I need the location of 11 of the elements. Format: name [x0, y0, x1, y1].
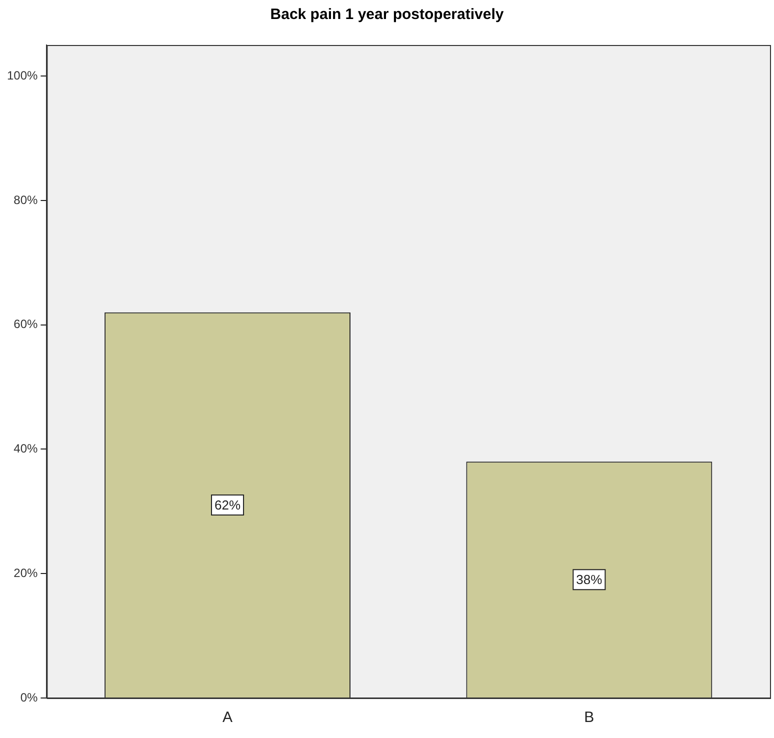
x-tick-label: B	[584, 709, 594, 726]
y-tick-label: 0%	[20, 690, 38, 704]
y-tick-label: 20%	[14, 566, 38, 580]
chart-title: Back pain 1 year postoperatively	[269, 6, 505, 23]
data-label: 38%	[576, 572, 603, 588]
y-tick-label: 100%	[6, 68, 38, 82]
x-tick-label: A	[222, 709, 233, 726]
y-tick-label: 80%	[14, 192, 38, 207]
y-tick-label: 60%	[14, 317, 38, 332]
data-label: 62%	[214, 498, 241, 513]
y-tick-label: 40%	[14, 442, 38, 456]
